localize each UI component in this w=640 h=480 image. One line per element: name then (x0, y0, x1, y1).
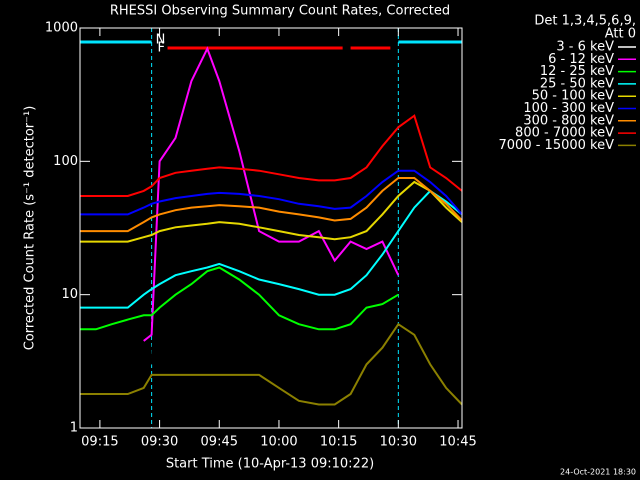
legend-label: 7000 - 15000 keV (499, 138, 615, 153)
legend-label: 6 - 12 keV (548, 52, 614, 67)
series-line (150, 79, 415, 365)
series-line (80, 177, 463, 233)
x-tick-label: 10:00 (260, 435, 297, 450)
series-line (80, 322, 463, 406)
night-label: N (156, 33, 166, 48)
y-tick-label: 100 (53, 154, 78, 169)
y-tick-label: 1 (70, 421, 78, 436)
legend-label: 800 - 7000 keV (515, 126, 614, 141)
x-axis-label: Start Time (10-Apr-13 09:10:22) (166, 457, 374, 472)
legend-label: 100 - 300 keV (523, 101, 614, 116)
x-tick-label: 09:45 (201, 435, 238, 450)
legend-label: 25 - 50 keV (540, 76, 614, 91)
plot-frame (79, 27, 463, 429)
series-line (80, 114, 463, 197)
legend-label: 50 - 100 keV (532, 89, 615, 104)
flare-label: F (158, 41, 165, 56)
x-tick-label: 10:30 (380, 435, 417, 450)
legend-label: 3 - 6 keV (556, 40, 614, 55)
y-axis-label: Corrected Count Rate (s⁻¹ detector⁻¹) (23, 106, 38, 351)
x-tick-label: 10:15 (320, 435, 357, 450)
legend-header: Att 0 (605, 27, 636, 42)
legend-label: 300 - 800 keV (523, 113, 614, 128)
x-tick-label: 09:30 (141, 435, 178, 450)
chart-title: RHESSI Observing Summary Count Rates, Co… (110, 4, 450, 19)
legend-label: 12 - 25 keV (540, 64, 614, 79)
y-tick-label: 1000 (45, 21, 78, 36)
series-line (80, 266, 399, 331)
y-tick-label: 10 (61, 287, 78, 302)
series-line (80, 189, 463, 309)
series-line (80, 180, 463, 243)
x-tick-label: 09:15 (81, 435, 118, 450)
legend-header: Det 1,3,4,5,6,9, (534, 14, 636, 29)
series-line (143, 46, 400, 342)
x-tick-label: 10:45 (439, 435, 476, 450)
series-line (80, 169, 463, 216)
footer: 24-Oct-2021 18:30 (560, 468, 636, 477)
